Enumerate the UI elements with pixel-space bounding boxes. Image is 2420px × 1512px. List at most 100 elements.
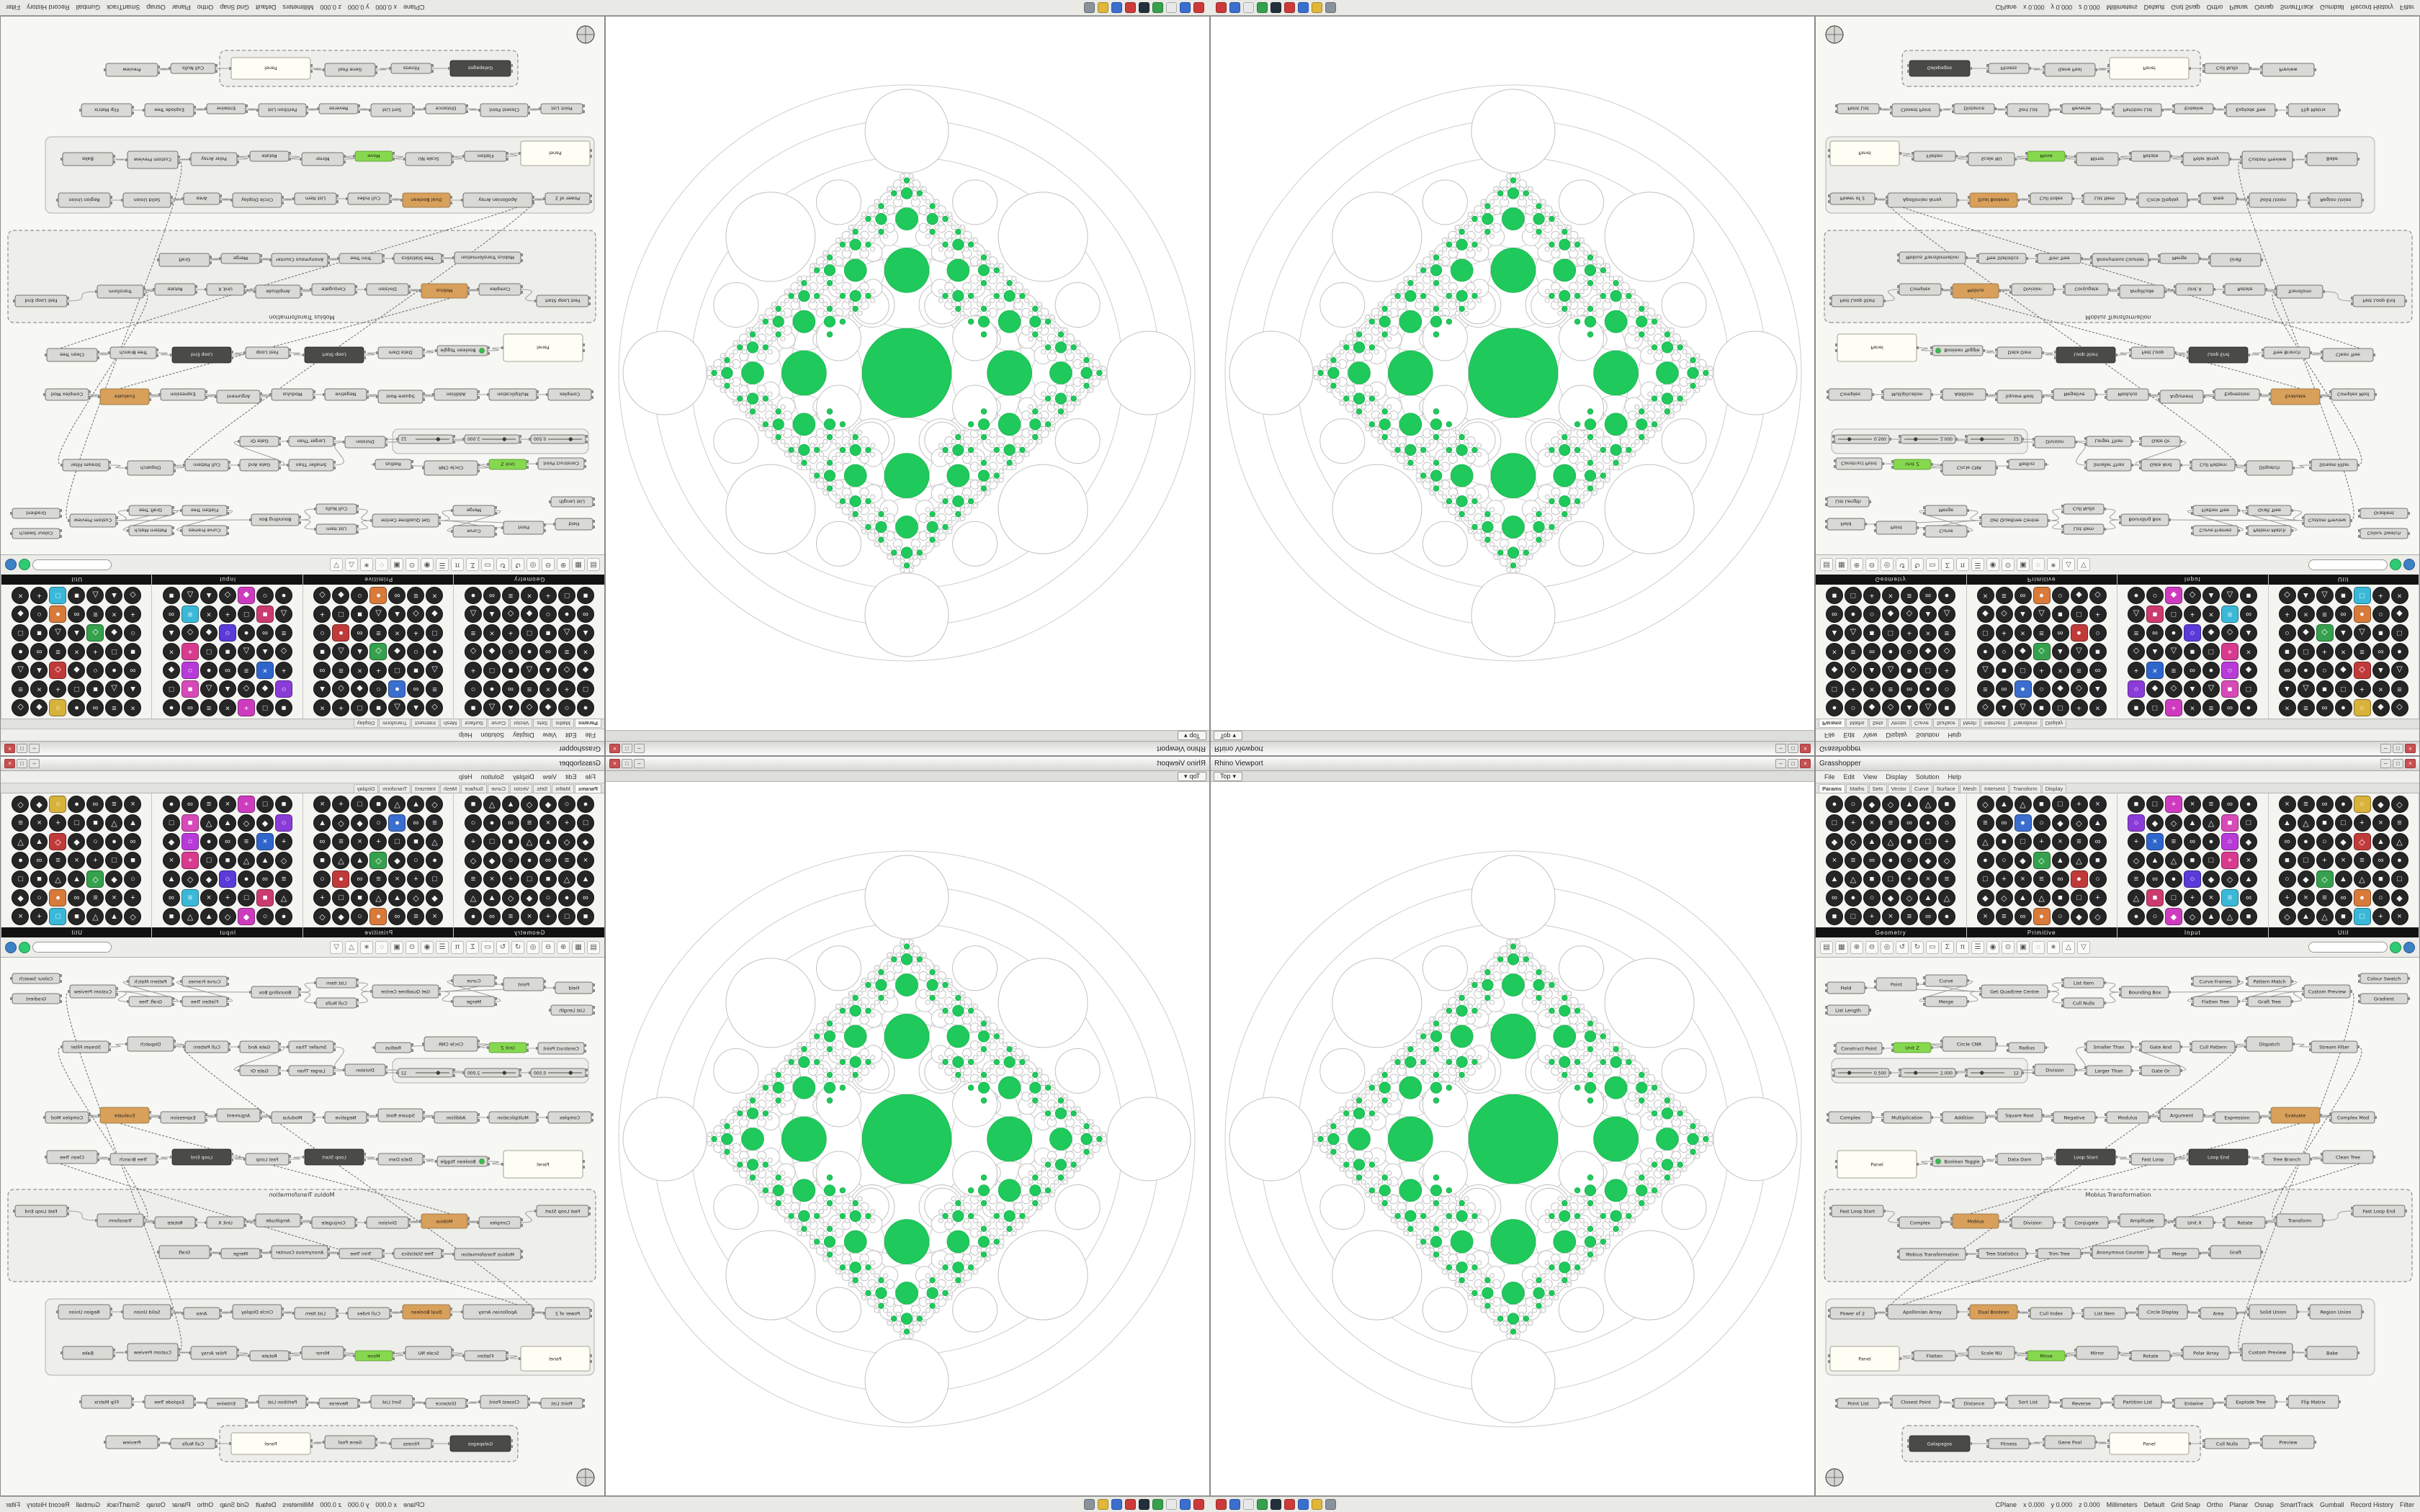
component-icon[interactable]: ○ (539, 889, 557, 906)
component-icon[interactable]: ◇ (2165, 814, 2182, 832)
component-icon[interactable]: △ (483, 796, 501, 813)
component-icon[interactable]: ○ (256, 587, 274, 604)
component-icon[interactable]: ◆ (2240, 833, 2257, 850)
gh-canvas[interactable]: Mobius Transformation Field Point List Leng… (1816, 958, 2419, 1495)
component-icon[interactable]: ■ (2051, 606, 2069, 623)
component-icon[interactable]: ∞ (2146, 624, 2164, 642)
component-icon[interactable]: □ (332, 606, 350, 623)
component-icon[interactable]: × (2146, 662, 2164, 679)
component-icon[interactable]: ≡ (2221, 889, 2238, 906)
star-icon[interactable]: ∗ (360, 558, 373, 572)
component-icon[interactable]: ○ (2128, 814, 2145, 832)
component-icon[interactable]: ○ (2278, 624, 2296, 642)
component-icon[interactable]: × (124, 796, 142, 813)
status-segment-6[interactable]: Grid Snap (220, 4, 249, 12)
math-icon[interactable]: π (1956, 940, 1969, 954)
component-icon[interactable]: + (465, 662, 482, 679)
component-icon[interactable]: + (558, 680, 575, 698)
component-icon[interactable]: × (2297, 889, 2315, 906)
component-icon[interactable]: ◆ (68, 662, 86, 679)
component-icon[interactable]: × (200, 889, 218, 906)
menu-item-file[interactable]: File (585, 732, 596, 739)
component-icon[interactable]: ▲ (1901, 796, 1918, 813)
canvas-search-input[interactable] (2308, 559, 2388, 570)
component-icon[interactable]: ■ (68, 908, 86, 925)
component-icon[interactable]: ■ (502, 833, 519, 850)
status-segment-5[interactable]: Default (255, 1500, 277, 1508)
component-icon[interactable]: □ (256, 699, 274, 716)
component-icon[interactable]: ■ (1826, 908, 1843, 925)
menu-item-view[interactable]: View (542, 732, 557, 739)
component-icon[interactable]: ● (577, 699, 594, 716)
component-icon[interactable]: ■ (577, 587, 594, 604)
component-icon[interactable]: △ (2353, 624, 2371, 642)
component-icon[interactable]: ○ (1901, 643, 1918, 660)
component-icon[interactable]: ● (1845, 889, 1862, 906)
component-icon[interactable]: × (521, 908, 538, 925)
component-icon[interactable]: △ (2316, 587, 2334, 604)
math-icon[interactable]: π (451, 558, 464, 572)
taskbar-app-icon-white[interactable] (1166, 1499, 1177, 1510)
component-icon[interactable]: ● (2014, 680, 2032, 698)
component-icon[interactable]: + (2353, 814, 2371, 832)
component-icon[interactable]: □ (163, 814, 180, 832)
component-icon[interactable]: × (521, 587, 538, 604)
component-icon[interactable]: + (2316, 852, 2334, 869)
component-icon[interactable]: ◆ (1826, 662, 1843, 679)
gh-group[interactable] (1824, 1189, 2413, 1282)
close-button[interactable]: × (609, 744, 620, 753)
component-icon[interactable]: ▲ (313, 680, 331, 698)
component-icon[interactable]: × (219, 699, 236, 716)
component-icon[interactable]: ▲ (351, 852, 369, 869)
toggle-dot[interactable] (479, 1158, 485, 1164)
gh-group[interactable] (1825, 136, 2375, 214)
zoom-extents-icon[interactable]: ◎ (1881, 940, 1894, 954)
component-icon[interactable]: ∞ (30, 852, 48, 869)
component-icon[interactable]: ◆ (2372, 699, 2390, 716)
component-icon[interactable]: ≡ (465, 870, 482, 888)
component-icon[interactable]: ■ (351, 889, 369, 906)
component-icon[interactable]: ◆ (105, 870, 123, 888)
component-icon[interactable]: ◇ (219, 587, 236, 604)
component-icon[interactable]: □ (388, 662, 406, 679)
component-icon[interactable]: ■ (2184, 852, 2201, 869)
component-icon[interactable]: ∞ (2051, 870, 2069, 888)
component-icon[interactable]: ■ (2316, 680, 2334, 698)
component-icon[interactable]: ≡ (2297, 699, 2315, 716)
gh-category-tab-params[interactable]: Params (574, 784, 601, 793)
component-icon[interactable]: ● (1976, 643, 1994, 660)
component-icon[interactable]: ▲ (30, 662, 48, 679)
component-icon[interactable]: ◇ (465, 643, 482, 660)
component-icon[interactable]: ≡ (2033, 624, 2051, 642)
component-icon[interactable]: ◇ (426, 796, 444, 813)
component-icon[interactable]: ● (2353, 889, 2371, 906)
component-icon[interactable]: ∞ (407, 814, 425, 832)
taskbar-app-icon-yellow[interactable] (1098, 2, 1108, 13)
component-icon[interactable]: + (313, 889, 331, 906)
component-icon[interactable]: ● (2334, 796, 2352, 813)
component-icon[interactable]: ▲ (2014, 606, 2032, 623)
component-icon[interactable]: ◆ (2070, 587, 2088, 604)
status-segment-4[interactable]: Millimeters (282, 1500, 314, 1508)
component-icon[interactable]: △ (2221, 908, 2238, 925)
component-icon[interactable]: ◇ (313, 908, 331, 925)
sketch-icon[interactable]: ▭ (1926, 558, 1939, 572)
component-icon[interactable]: ◇ (2221, 870, 2238, 888)
status-segment-6[interactable]: Grid Snap (2171, 1500, 2200, 1508)
component-icon[interactable]: △ (2297, 680, 2315, 698)
component-icon[interactable]: ■ (1938, 699, 1955, 716)
preview-shaded-icon[interactable] (2403, 559, 2415, 571)
component-icon[interactable]: □ (68, 814, 86, 832)
status-segment-12[interactable]: Record History (2350, 1500, 2393, 1508)
component-icon[interactable]: ∞ (539, 643, 557, 660)
close-button[interactable]: × (2405, 744, 2416, 753)
component-icon[interactable]: ≡ (2202, 796, 2220, 813)
component-icon[interactable]: ○ (1863, 606, 1881, 623)
status-segment-12[interactable]: Record History (2350, 4, 2393, 12)
status-segment-7[interactable]: Ortho (197, 1500, 214, 1508)
component-icon[interactable]: ● (238, 624, 255, 642)
component-icon[interactable]: □ (238, 889, 255, 906)
canvas-search-input[interactable] (32, 942, 112, 953)
component-icon[interactable]: ◇ (2033, 852, 2051, 869)
component-icon[interactable]: ○ (502, 852, 519, 869)
